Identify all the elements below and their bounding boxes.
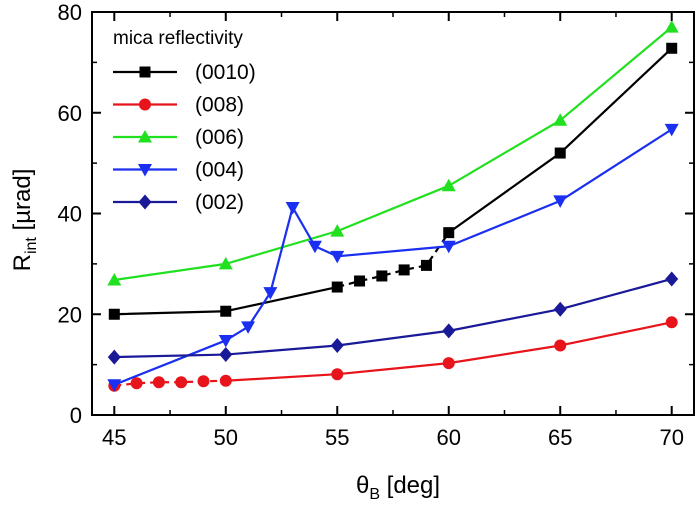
data-point xyxy=(553,113,568,126)
data-point xyxy=(331,368,344,381)
data-point xyxy=(175,376,188,389)
data-point xyxy=(107,272,122,286)
y-axis-title: Rint [µrad] xyxy=(9,169,40,272)
series-line-dashed xyxy=(336,232,450,289)
data-point xyxy=(130,377,143,390)
data-point xyxy=(665,316,678,329)
x-tick-label: 60 xyxy=(436,425,460,450)
legend-item: (008) xyxy=(113,94,244,117)
series-line xyxy=(113,128,673,386)
legend-item: (006) xyxy=(113,126,244,149)
data-point xyxy=(420,259,432,271)
legend-label: (002) xyxy=(195,191,244,214)
y-tick-label: 80 xyxy=(58,0,82,25)
legend-title: mica reflectivity xyxy=(113,28,243,49)
data-point xyxy=(218,256,233,270)
y-tick-label: 20 xyxy=(58,302,82,327)
data-point xyxy=(442,323,456,339)
data-point xyxy=(219,347,233,363)
series-4 xyxy=(107,271,679,365)
legend-item: (002) xyxy=(113,191,244,214)
legend-marker xyxy=(138,194,152,210)
series-line xyxy=(114,26,673,282)
data-point xyxy=(553,301,567,317)
x-axis-subscript: B xyxy=(369,486,380,503)
data-point xyxy=(263,287,278,300)
x-tick-label: 45 xyxy=(102,425,126,450)
data-point xyxy=(666,42,678,54)
data-point xyxy=(441,240,456,254)
data-point xyxy=(152,376,165,389)
data-point xyxy=(285,201,300,215)
legend-label: (006) xyxy=(195,126,244,149)
data-point xyxy=(241,321,256,334)
data-point xyxy=(330,224,345,237)
data-point xyxy=(665,271,679,287)
data-point xyxy=(553,195,568,208)
legend-marker xyxy=(139,66,151,78)
data-point xyxy=(398,264,410,276)
data-point xyxy=(354,275,366,287)
legend-marker xyxy=(138,130,152,143)
data-point xyxy=(443,227,455,239)
legend-item: (004) xyxy=(113,159,244,182)
legend: mica reflectivity (0010) (008) (006) (004) (0… xyxy=(113,28,256,214)
data-point xyxy=(219,374,232,387)
series-1 xyxy=(108,316,678,392)
y-axis-subscript: int xyxy=(23,237,40,254)
y-axis-symbol: R xyxy=(9,254,36,271)
series-2 xyxy=(107,20,679,286)
x-axis-title: θB [deg] xyxy=(356,472,440,503)
data-point xyxy=(107,349,121,365)
data-point xyxy=(330,250,345,264)
series-0 xyxy=(108,42,678,320)
legend-item: (0010) xyxy=(113,61,256,84)
data-point xyxy=(376,270,388,282)
legend-marker xyxy=(139,98,151,111)
x-axis-symbol: θ xyxy=(356,472,369,499)
data-point xyxy=(220,305,232,317)
data-point xyxy=(331,281,343,293)
data-point xyxy=(307,240,322,254)
plot-area xyxy=(107,20,679,392)
data-point xyxy=(330,337,344,353)
data-point xyxy=(664,20,679,33)
legend-label: (008) xyxy=(195,94,244,117)
x-tick-label: 65 xyxy=(548,425,572,450)
y-tick-label: 40 xyxy=(58,202,82,227)
data-point xyxy=(218,334,233,348)
legend-marker xyxy=(138,164,152,177)
axes: 45 50 55 60 65 70 0 20 40 60 80 xyxy=(58,0,695,450)
data-point xyxy=(107,379,122,392)
y-tick-label: 60 xyxy=(58,101,82,126)
series-line xyxy=(114,277,672,359)
y-axis-unit: [µrad] xyxy=(9,169,36,238)
x-tick-label: 55 xyxy=(325,425,349,450)
y-tick-label: 0 xyxy=(70,403,82,428)
series-3 xyxy=(107,123,679,392)
data-point xyxy=(108,308,120,320)
data-point xyxy=(554,339,567,352)
data-point xyxy=(664,123,679,137)
x-axis-unit: [deg] xyxy=(380,472,440,499)
data-point xyxy=(442,357,455,370)
x-tick-label: 50 xyxy=(214,425,238,450)
data-point xyxy=(554,147,566,159)
x-tick-label: 70 xyxy=(659,425,683,450)
legend-label: (0010) xyxy=(195,61,256,84)
data-point xyxy=(441,178,456,192)
data-point xyxy=(197,375,210,388)
legend-label: (004) xyxy=(195,159,244,182)
